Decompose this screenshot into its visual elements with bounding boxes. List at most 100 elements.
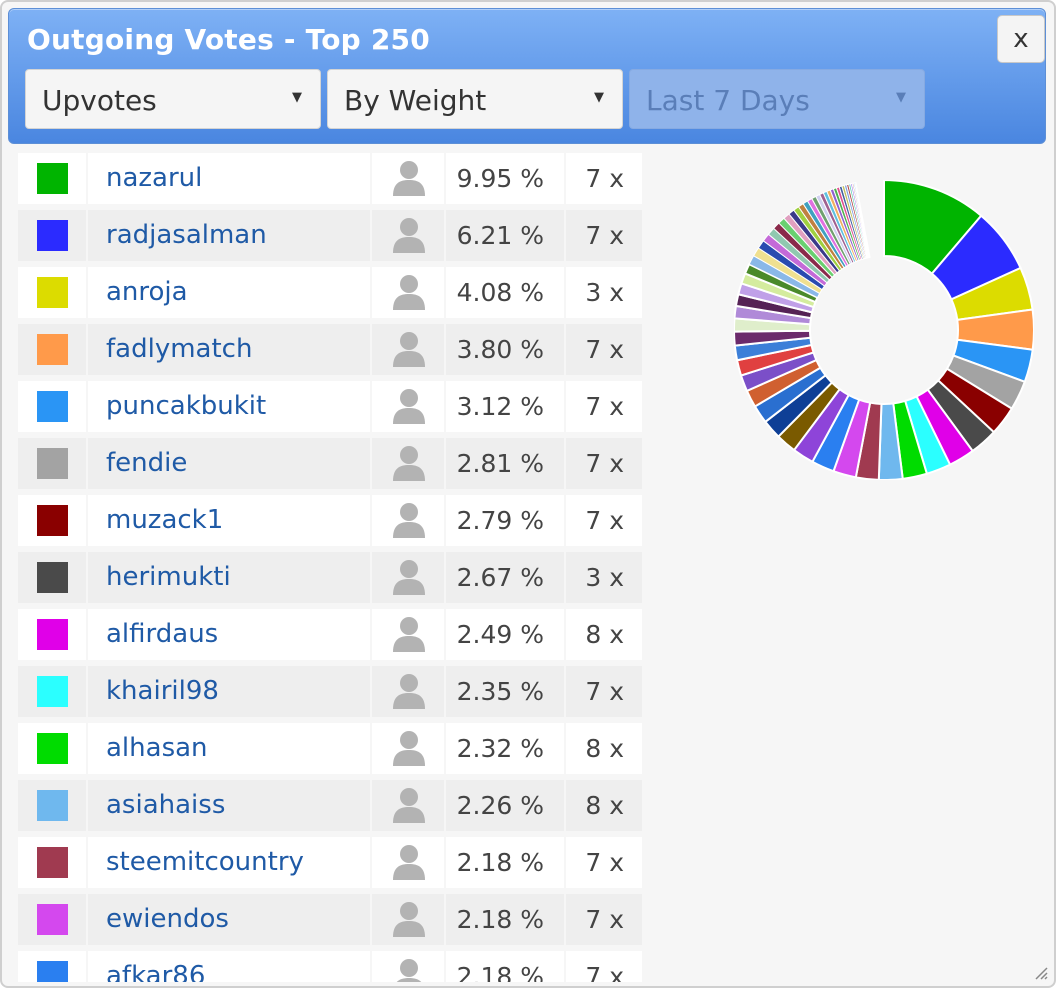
user-link[interactable]: fadlymatch xyxy=(106,334,253,364)
icon-cell xyxy=(372,894,444,945)
user-profile-icon[interactable] xyxy=(392,672,426,710)
user-profile-icon[interactable] xyxy=(392,900,426,938)
percent-cell: 2.81 % xyxy=(446,438,564,489)
user-link[interactable]: radjasalman xyxy=(106,220,267,250)
vote-count: 3 x xyxy=(585,278,624,307)
vote-count: 7 x xyxy=(585,221,624,250)
swatch-cell xyxy=(18,210,86,261)
vote-percent: 2.49 % xyxy=(456,620,544,649)
percent-cell: 2.79 % xyxy=(446,495,564,546)
user-profile-icon[interactable] xyxy=(392,273,426,311)
user-link[interactable]: steemitcountry xyxy=(106,847,304,877)
count-cell: 7 x xyxy=(566,894,642,945)
count-cell: 8 x xyxy=(566,609,642,660)
user-link[interactable]: khairil98 xyxy=(106,676,219,706)
swatch-cell xyxy=(18,723,86,774)
color-swatch xyxy=(37,334,68,365)
percent-cell: 2.49 % xyxy=(446,609,564,660)
count-cell: 7 x xyxy=(566,381,642,432)
color-swatch xyxy=(37,790,68,821)
percent-cell: 2.18 % xyxy=(446,951,564,982)
swatch-cell xyxy=(18,666,86,717)
user-link[interactable]: herimukti xyxy=(106,562,231,592)
user-profile-icon[interactable] xyxy=(392,330,426,368)
close-button[interactable]: x xyxy=(997,15,1045,63)
icon-cell xyxy=(372,780,444,831)
vote-percent: 3.80 % xyxy=(456,335,544,364)
resize-grip-icon[interactable] xyxy=(1032,964,1048,980)
color-swatch xyxy=(37,961,68,982)
icon-cell xyxy=(372,324,444,375)
color-swatch xyxy=(37,676,68,707)
color-swatch xyxy=(37,733,68,764)
count-cell: 7 x xyxy=(566,951,642,982)
donut-slice[interactable] xyxy=(854,182,871,258)
count-cell: 3 x xyxy=(566,552,642,603)
user-link[interactable]: ewiendos xyxy=(106,904,229,934)
user-link[interactable]: muzack1 xyxy=(106,505,224,535)
count-cell: 8 x xyxy=(566,780,642,831)
user-link[interactable]: afkar86 xyxy=(106,961,206,982)
icon-cell xyxy=(372,438,444,489)
vote-count: 8 x xyxy=(585,734,624,763)
table-row: anroja 4.08 % 3 x xyxy=(16,264,644,321)
color-swatch xyxy=(37,562,68,593)
name-cell: steemitcountry xyxy=(88,837,370,888)
vote-count: 7 x xyxy=(585,677,624,706)
name-cell: muzack1 xyxy=(88,495,370,546)
user-link[interactable]: alfirdaus xyxy=(106,619,219,649)
user-profile-icon[interactable] xyxy=(392,786,426,824)
percent-cell: 3.12 % xyxy=(446,381,564,432)
vote-type-select[interactable]: Upvotes ▼ xyxy=(25,69,321,129)
user-profile-icon[interactable] xyxy=(392,957,426,982)
vote-type-value: Upvotes xyxy=(42,84,157,117)
table-row: alfirdaus 2.49 % 8 x xyxy=(16,606,644,663)
user-profile-icon[interactable] xyxy=(392,558,426,596)
color-swatch xyxy=(37,904,68,935)
count-cell: 7 x xyxy=(566,495,642,546)
user-profile-icon[interactable] xyxy=(392,387,426,425)
vote-count: 3 x xyxy=(585,563,624,592)
vote-percent: 2.81 % xyxy=(456,449,544,478)
table-row: radjasalman 6.21 % 7 x xyxy=(16,207,644,264)
user-link[interactable]: anroja xyxy=(106,277,188,307)
user-profile-icon[interactable] xyxy=(392,501,426,539)
color-swatch xyxy=(37,505,68,536)
user-link[interactable]: nazarul xyxy=(106,163,203,193)
table-row: nazarul 9.95 % 7 x xyxy=(16,150,644,207)
user-link[interactable]: fendie xyxy=(106,448,188,478)
vote-count: 7 x xyxy=(585,449,624,478)
icon-cell xyxy=(372,609,444,660)
table-row: steemitcountry 2.18 % 7 x xyxy=(16,834,644,891)
percent-cell: 2.18 % xyxy=(446,837,564,888)
user-link[interactable]: puncakbukit xyxy=(106,391,267,421)
user-profile-icon[interactable] xyxy=(392,843,426,881)
color-swatch xyxy=(37,220,68,251)
vote-count: 7 x xyxy=(585,506,624,535)
user-profile-icon[interactable] xyxy=(392,615,426,653)
vote-percent: 9.95 % xyxy=(456,164,544,193)
user-profile-icon[interactable] xyxy=(392,216,426,254)
swatch-cell xyxy=(18,267,86,318)
vote-percent: 2.32 % xyxy=(456,734,544,763)
name-cell: herimukti xyxy=(88,552,370,603)
vote-percent: 3.12 % xyxy=(456,392,544,421)
user-profile-icon[interactable] xyxy=(392,444,426,482)
name-cell: fendie xyxy=(88,438,370,489)
icon-cell xyxy=(372,495,444,546)
percent-cell: 2.26 % xyxy=(446,780,564,831)
user-profile-icon[interactable] xyxy=(392,729,426,767)
percent-cell: 2.67 % xyxy=(446,552,564,603)
sort-select[interactable]: By Weight ▼ xyxy=(327,69,623,129)
swatch-cell xyxy=(18,951,86,982)
table-row: ewiendos 2.18 % 7 x xyxy=(16,891,644,948)
user-link[interactable]: asiahaiss xyxy=(106,790,226,820)
icon-cell xyxy=(372,210,444,261)
count-cell: 7 x xyxy=(566,666,642,717)
user-link[interactable]: alhasan xyxy=(106,733,208,763)
user-profile-icon[interactable] xyxy=(392,159,426,197)
table-row: herimukti 2.67 % 3 x xyxy=(16,549,644,606)
swatch-cell xyxy=(18,324,86,375)
count-cell: 3 x xyxy=(566,267,642,318)
